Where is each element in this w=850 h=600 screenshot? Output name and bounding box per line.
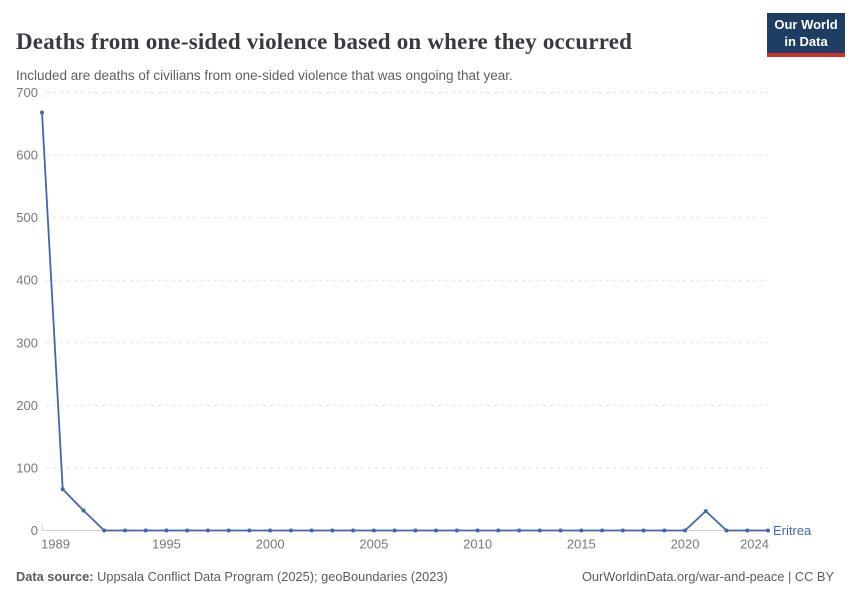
y-tick-100: 100 — [16, 460, 38, 475]
data-point-2019 — [662, 528, 667, 533]
data-source-label: Data source: — [16, 569, 94, 585]
x-tick-1995: 1995 — [152, 537, 181, 552]
y-tick-0: 0 — [31, 523, 38, 538]
chart-title: Deaths from one-sided violence based on … — [16, 29, 633, 55]
y-axis-tick-labels: 0 100 200 300 400 500 600 700 — [16, 85, 38, 538]
y-tick-300: 300 — [16, 335, 38, 350]
data-point-1990 — [60, 487, 65, 492]
data-point-2013 — [537, 528, 542, 533]
data-source-note: Data source: Uppsala Conflict Data Progr… — [16, 569, 448, 586]
data-point-1993 — [123, 528, 127, 533]
license-note: OurWorldinData.org/war-and-peace | CC BY — [581, 569, 834, 585]
y-tick-400: 400 — [16, 273, 38, 288]
data-point-2021 — [703, 509, 708, 514]
data-point-2001 — [288, 528, 293, 533]
x-tick-2010: 2010 — [463, 537, 492, 552]
x-axis-tick-labels: 1989 1995 2000 2005 2010 2015 2020 2024 — [41, 537, 769, 552]
data-point-2004 — [351, 528, 356, 533]
data-point-2016 — [600, 528, 605, 533]
data-point-2007 — [413, 528, 418, 533]
data-point-2014 — [558, 528, 563, 533]
x-tick-1989: 1989 — [41, 537, 70, 552]
data-point-2010 — [475, 528, 480, 533]
data-point-1992 — [102, 528, 107, 533]
series-eritrea — [40, 110, 770, 533]
owid-logo-line2: in Data — [784, 33, 828, 49]
x-tick-2020: 2020 — [671, 537, 700, 552]
chart-footer: Data source: Uppsala Conflict Data Progr… — [16, 569, 834, 586]
data-point-2020 — [683, 528, 687, 533]
data-point-2024 — [766, 528, 770, 533]
data-point-2000 — [268, 528, 273, 533]
data-point-2015 — [579, 528, 584, 533]
data-point-2012 — [517, 528, 522, 533]
data-point-1996 — [185, 528, 190, 533]
data-point-1994 — [143, 528, 148, 533]
y-tick-600: 600 — [16, 148, 38, 163]
data-point-2017 — [620, 528, 625, 533]
data-point-1999 — [247, 528, 252, 533]
data-point-2018 — [641, 528, 646, 533]
line-eritrea — [41, 112, 768, 532]
horizontal-gridlines — [46, 92, 768, 469]
data-point-2011 — [496, 528, 501, 533]
data-point-2002 — [309, 528, 314, 533]
owid-logo: Our World in Data — [767, 13, 845, 58]
data-point-2023 — [745, 528, 750, 533]
data-point-1998 — [226, 528, 231, 533]
y-tick-700: 700 — [16, 85, 38, 100]
y-tick-500: 500 — [16, 210, 38, 225]
entity-label-eritrea: Eritrea — [773, 523, 812, 538]
data-point-2022 — [724, 528, 729, 533]
owid-logo-line1: Our World — [774, 17, 838, 32]
data-source-text: Uppsala Conflict Data Program (2025); ge… — [93, 569, 448, 585]
data-point-1997 — [205, 528, 210, 533]
x-tick-2000: 2000 — [256, 537, 285, 552]
data-point-2005 — [371, 528, 376, 533]
data-point-2006 — [392, 528, 397, 533]
data-point-2009 — [454, 528, 459, 533]
data-point-2008 — [434, 528, 439, 533]
y-tick-200: 200 — [16, 398, 38, 413]
x-tick-2015: 2015 — [567, 537, 596, 552]
data-point-1995 — [164, 528, 169, 533]
chart-subtitle: Included are deaths of civilians from on… — [16, 67, 513, 83]
x-tick-2024: 2024 — [740, 537, 769, 552]
data-point-1989 — [40, 110, 44, 115]
data-point-2003 — [330, 528, 335, 533]
x-tick-2005: 2005 — [359, 537, 388, 552]
data-point-1991 — [81, 508, 86, 513]
